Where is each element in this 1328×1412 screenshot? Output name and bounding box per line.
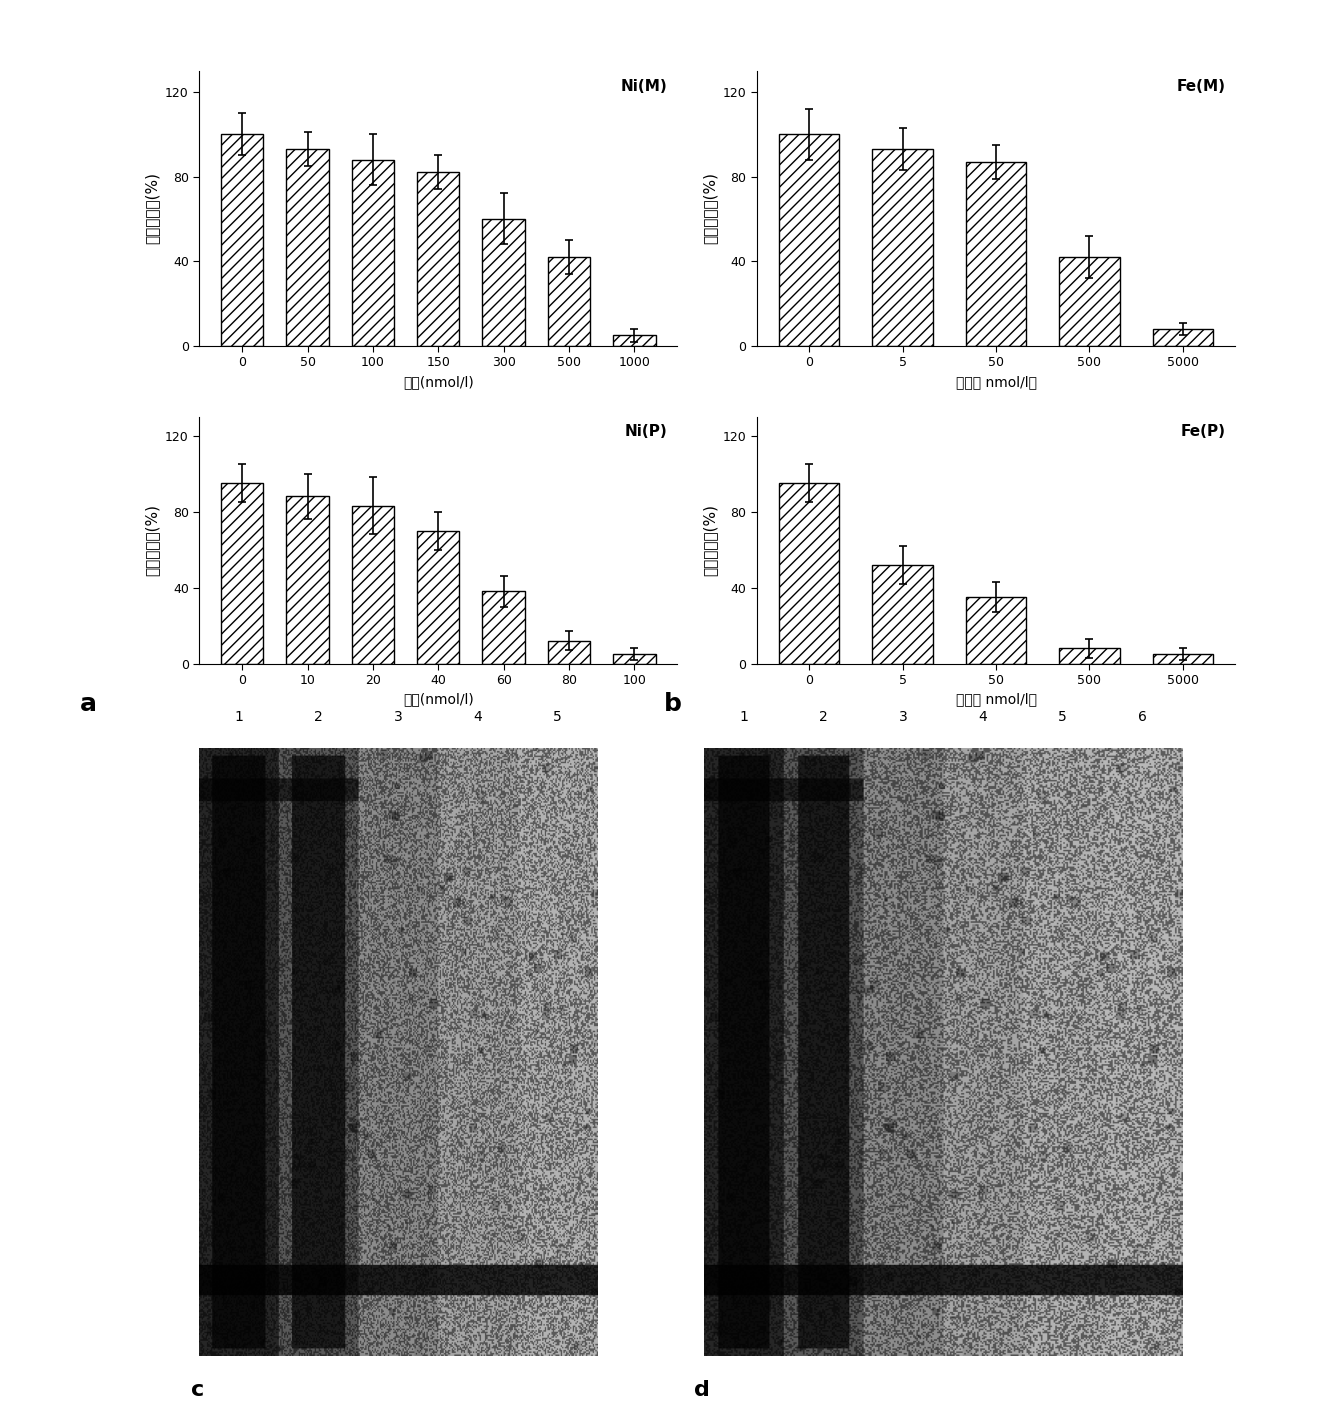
Bar — [417, 172, 459, 346]
X-axis label: 浓度(nmol/l): 浓度(nmol/l) — [402, 693, 474, 706]
Y-axis label: 端粒酶活性(%): 端粒酶活性(%) — [145, 504, 159, 576]
Bar — [547, 257, 590, 346]
Text: 1: 1 — [740, 710, 748, 724]
Bar — [547, 641, 590, 664]
Y-axis label: 端粒酶活性(%): 端粒酶活性(%) — [703, 172, 717, 244]
Y-axis label: 端粒酶活性(%): 端粒酶活性(%) — [145, 172, 159, 244]
Bar — [1060, 257, 1120, 346]
Text: Ni(M): Ni(M) — [622, 79, 668, 93]
Bar — [965, 597, 1027, 664]
X-axis label: 浓度(nmol/l): 浓度(nmol/l) — [402, 376, 474, 388]
Bar — [1153, 329, 1214, 346]
X-axis label: 浓度（ nmol/l）: 浓度（ nmol/l） — [956, 693, 1036, 706]
Bar — [220, 483, 263, 664]
Text: 6: 6 — [1138, 710, 1146, 724]
Bar — [965, 161, 1027, 346]
Bar — [482, 219, 525, 346]
Text: 2: 2 — [819, 710, 827, 724]
Bar — [778, 134, 839, 346]
Bar — [220, 134, 263, 346]
Text: a: a — [80, 692, 97, 716]
Text: Fe(M): Fe(M) — [1177, 79, 1226, 93]
Bar — [287, 150, 329, 346]
Bar — [352, 505, 394, 664]
Text: 3: 3 — [899, 710, 907, 724]
Text: 5: 5 — [1058, 710, 1066, 724]
Bar — [482, 592, 525, 664]
Text: b: b — [664, 692, 681, 716]
Bar — [872, 565, 932, 664]
Text: 4: 4 — [979, 710, 987, 724]
Text: c: c — [191, 1380, 205, 1399]
Text: 2: 2 — [315, 710, 323, 724]
Bar — [872, 150, 932, 346]
X-axis label: 浓度（ nmol/l）: 浓度（ nmol/l） — [956, 376, 1036, 388]
Text: d: d — [695, 1380, 710, 1399]
Bar — [287, 497, 329, 664]
Bar — [614, 654, 656, 664]
Bar — [1060, 648, 1120, 664]
Bar — [614, 336, 656, 346]
Text: Fe(P): Fe(P) — [1181, 424, 1226, 439]
Text: 4: 4 — [474, 710, 482, 724]
Text: 5: 5 — [554, 710, 562, 724]
Text: Ni(P): Ni(P) — [625, 424, 668, 439]
Bar — [1153, 654, 1214, 664]
Bar — [417, 531, 459, 664]
Y-axis label: 端粒酶活性(%): 端粒酶活性(%) — [703, 504, 717, 576]
Bar — [778, 483, 839, 664]
Text: 3: 3 — [394, 710, 402, 724]
Text: 1: 1 — [235, 710, 243, 724]
Bar — [352, 160, 394, 346]
